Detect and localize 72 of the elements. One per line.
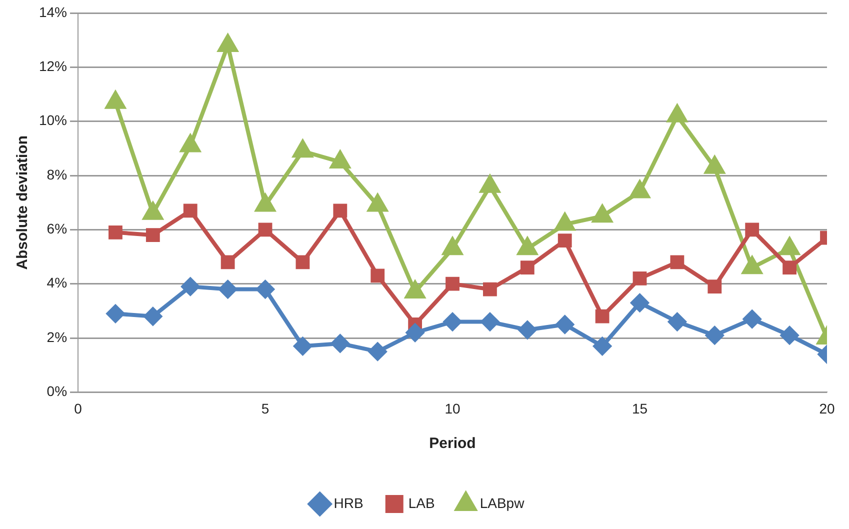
point: [330, 150, 350, 168]
point: [108, 225, 122, 240]
x-tick-label: 15: [632, 400, 648, 416]
point: [595, 309, 610, 324]
point: [442, 238, 462, 256]
legend-label: LABpw: [480, 494, 526, 511]
point: [520, 260, 534, 275]
point: [706, 326, 724, 344]
point: [256, 280, 274, 298]
y-tick-label: 0%: [46, 383, 68, 400]
y-tick-label: 10%: [38, 112, 68, 128]
point: [630, 294, 649, 312]
point: [670, 255, 684, 270]
point: [782, 260, 796, 275]
y-tick-label: 6%: [46, 220, 68, 237]
point: [368, 342, 387, 361]
x-axis-title: Period: [429, 435, 476, 452]
y-tick-label: 12%: [38, 58, 68, 74]
point: [630, 180, 650, 198]
y-tick-label: 4%: [46, 274, 68, 291]
point: [106, 304, 124, 323]
y-tick-label: 8%: [46, 166, 68, 182]
point: [780, 326, 799, 344]
point: [368, 194, 388, 212]
point: [292, 140, 313, 158]
point: [480, 175, 500, 193]
point: [146, 228, 160, 242]
point: [743, 310, 762, 328]
point: [480, 312, 499, 331]
point: [667, 104, 687, 122]
point: [296, 255, 310, 270]
point: [144, 307, 162, 326]
y-tick-label: 14%: [38, 4, 68, 20]
x-tick-label: 0: [74, 400, 82, 416]
point: [556, 315, 574, 334]
point: [406, 324, 424, 342]
point: [143, 202, 163, 220]
point: [218, 34, 238, 52]
point: [333, 204, 348, 218]
point: [255, 194, 276, 212]
x-tick-label: 20: [819, 400, 835, 416]
y-axis-title: Absolute deviation: [14, 136, 32, 270]
point: [555, 213, 575, 231]
legend-label: HRB: [334, 494, 364, 511]
point: [183, 204, 198, 218]
point: [370, 268, 385, 283]
point: [444, 312, 462, 331]
point: [446, 276, 460, 291]
point: [518, 320, 536, 339]
point: [181, 278, 200, 296]
point: [632, 271, 647, 286]
point: [294, 337, 312, 356]
point: [106, 91, 126, 109]
x-tick-label: 10: [444, 400, 461, 416]
point: [558, 234, 572, 248]
point: [780, 238, 800, 256]
point: [704, 156, 724, 174]
point: [592, 205, 612, 223]
point: [593, 337, 612, 356]
point: [708, 280, 722, 294]
point: [331, 334, 350, 352]
legend-label: LAB: [408, 494, 435, 511]
point: [258, 222, 272, 237]
point: [518, 238, 538, 256]
y-tick-label: 2%: [46, 328, 68, 345]
point: [180, 134, 200, 152]
point: [483, 282, 497, 296]
x-tick-label: 5: [261, 400, 270, 416]
point: [668, 312, 686, 331]
point: [218, 280, 237, 298]
point: [220, 255, 235, 270]
point: [745, 222, 760, 237]
